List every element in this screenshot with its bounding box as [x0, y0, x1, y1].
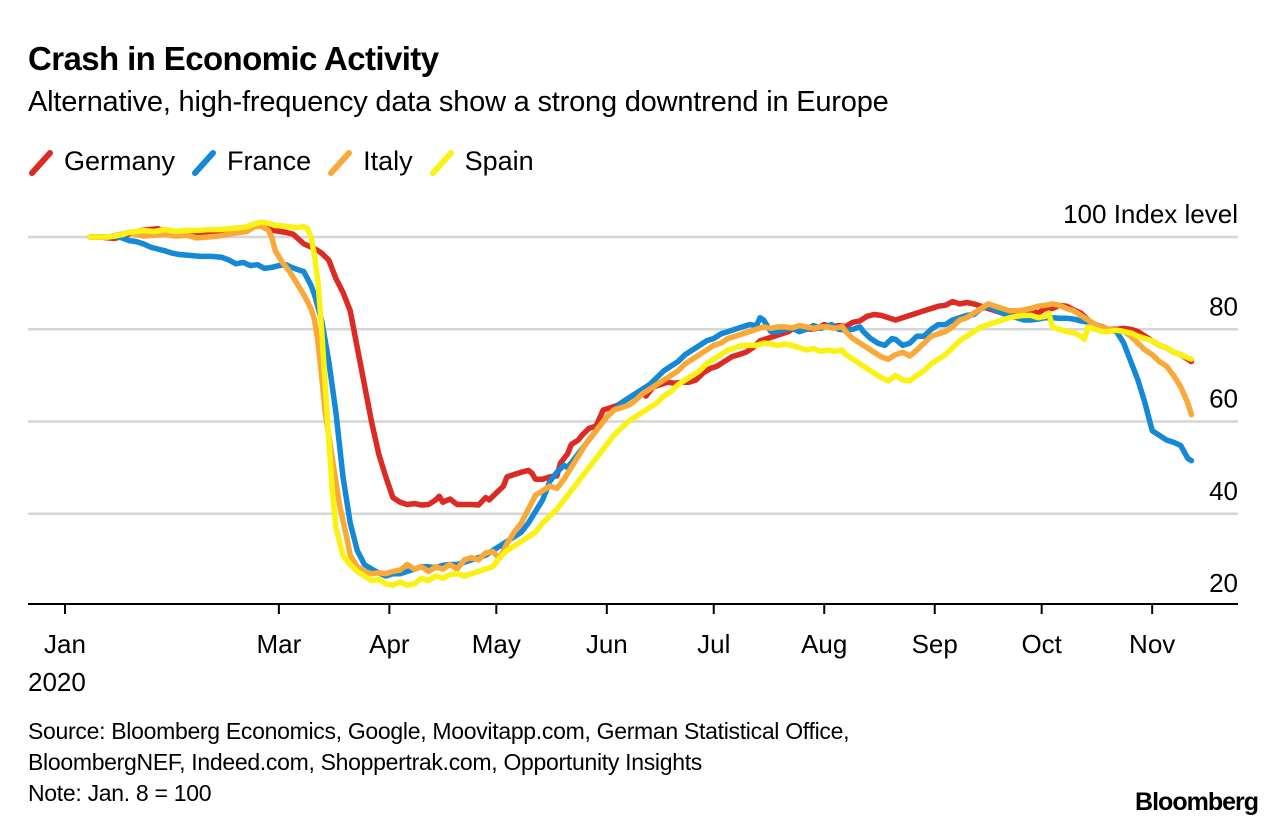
x-tick-label-mar: Mar: [256, 629, 301, 659]
y-tick-label-60: 60: [1209, 384, 1238, 414]
x-tick-label-jun: Jun: [586, 629, 628, 659]
legend-swatch-spain: [429, 149, 454, 176]
series-line-spain: [87, 219, 1195, 588]
x-tick-label-may: May: [472, 629, 521, 659]
y-axis-labels: 100 Index level 80 60 40 20: [1063, 199, 1238, 598]
x-tick-label-oct: Oct: [1021, 629, 1062, 659]
source-note: Source: Bloomberg Economics, Google, Moo…: [28, 716, 849, 809]
source-line-2: BloombergNEF, Indeed.com, Shoppertrak.co…: [28, 749, 702, 775]
y-tick-label-100: 100 Index level: [1063, 199, 1238, 229]
legend-item-italy: Italy: [327, 146, 413, 177]
legend-swatch-france: [192, 149, 217, 176]
y-tick-label-80: 80: [1209, 291, 1238, 321]
x-tick-label-jan: Jan: [44, 629, 86, 659]
legend-item-france: France: [191, 146, 311, 177]
x-tick-label-apr: Apr: [369, 629, 410, 659]
series-lines: [87, 219, 1195, 588]
legend-item-spain: Spain: [429, 146, 534, 177]
x-tick-label-jul: Jul: [697, 629, 730, 659]
legend-label-germany: Germany: [64, 146, 176, 176]
x-tick-label-sep: Sep: [912, 629, 958, 659]
legend-swatch-italy: [328, 149, 353, 176]
legend-item-germany: Germany: [28, 146, 175, 177]
note-line: Note: Jan. 8 = 100: [28, 780, 212, 806]
x-axis: Jan Mar Apr May Jun Jul Aug Sep Oct Nov 2020: [28, 603, 1238, 697]
x-axis-year-label: 2020: [28, 667, 86, 697]
series-line-italy: [87, 223, 1195, 577]
y-tick-label-20: 20: [1209, 568, 1238, 598]
chart-subtitle: Alternative, high-frequency data show a …: [28, 86, 889, 118]
legend: Germany France Italy Spain: [28, 146, 550, 177]
y-tick-label-40: 40: [1209, 476, 1238, 506]
chart-title: Crash in Economic Activity: [28, 40, 439, 77]
legend-label-italy: Italy: [363, 146, 413, 176]
series-line-france: [87, 233, 1195, 579]
legend-label-spain: Spain: [464, 146, 534, 176]
x-tick-label-aug: Aug: [801, 629, 847, 659]
legend-label-france: France: [227, 146, 312, 176]
x-tick-label-nov: Nov: [1129, 629, 1175, 659]
source-line-1: Source: Bloomberg Economics, Google, Moo…: [28, 718, 850, 744]
bloomberg-logo: Bloomberg: [1135, 788, 1259, 816]
legend-swatch-germany: [29, 149, 53, 176]
gridlines: [28, 235, 1238, 515]
